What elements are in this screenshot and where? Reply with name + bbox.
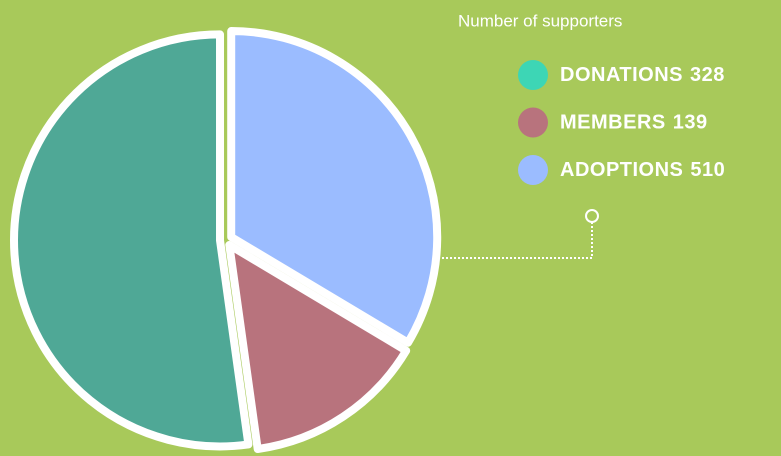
legend-label: MEMBERS 139 xyxy=(560,112,708,134)
legend-value: 328 xyxy=(690,64,725,86)
legend-value: 510 xyxy=(690,159,725,181)
connector xyxy=(442,222,593,259)
legend-value: 139 xyxy=(673,112,708,134)
pie-slice xyxy=(225,241,411,454)
legend-label: ADOPTIONS 510 xyxy=(560,159,725,181)
legend-label: DONATIONS 328 xyxy=(560,64,725,86)
legend: DONATIONS 328 MEMBERS 139 ADOPTIONS 510 xyxy=(518,60,725,185)
legend-swatch xyxy=(518,107,548,138)
legend-name: DONATIONS xyxy=(560,64,683,86)
legend-swatch xyxy=(518,155,548,185)
legend-name: MEMBERS xyxy=(560,112,666,134)
connector-end xyxy=(585,209,599,223)
chart-title: Number of supporters xyxy=(458,11,622,30)
pie-slice xyxy=(10,30,253,451)
legend-swatch xyxy=(518,60,548,90)
pie-slice xyxy=(227,27,442,347)
pie xyxy=(10,27,442,454)
legend-name: ADOPTIONS xyxy=(560,159,683,181)
